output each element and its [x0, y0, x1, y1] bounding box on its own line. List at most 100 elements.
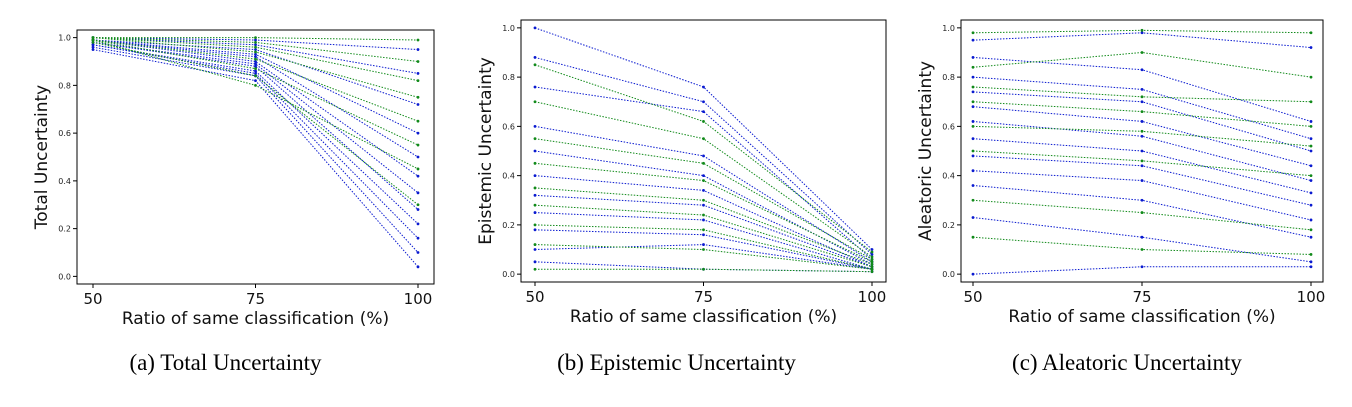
data-point — [1140, 68, 1144, 72]
data-point — [702, 267, 705, 271]
data-point — [1140, 110, 1144, 113]
data-point — [971, 235, 975, 239]
series-line-17 — [534, 224, 873, 270]
data-point — [91, 43, 95, 47]
data-point — [1309, 253, 1313, 256]
data-point — [1309, 31, 1313, 35]
data-point — [971, 31, 975, 35]
y-tick-label: 0.4 — [502, 172, 515, 181]
data-point — [702, 110, 705, 113]
series-line-1 — [972, 76, 1312, 140]
data-point — [702, 137, 705, 141]
caption-total-uncertainty: (a) Total Uncertainty — [129, 350, 322, 375]
data-point — [533, 100, 537, 104]
data-point — [702, 218, 705, 222]
data-point — [870, 257, 874, 261]
data-point — [1309, 260, 1313, 264]
data-point — [254, 52, 257, 56]
data-point — [254, 69, 257, 73]
data-point — [1309, 191, 1313, 195]
data-point — [416, 236, 420, 240]
data-point — [416, 79, 420, 82]
data-point — [254, 74, 257, 78]
data-point — [971, 169, 975, 173]
data-point — [416, 167, 420, 171]
caption-aleatoric-uncertainty: (c) Aleatoric Uncertainty — [1012, 350, 1242, 375]
x-tick-label: 75 — [246, 290, 265, 308]
data-point — [533, 267, 537, 271]
data-point — [870, 248, 874, 251]
data-point — [91, 36, 95, 40]
data-point — [702, 203, 705, 207]
data-point — [1140, 120, 1144, 123]
data-point — [416, 191, 420, 195]
data-point — [1140, 129, 1144, 133]
series-line-13 — [972, 51, 1312, 78]
data-point — [416, 143, 420, 147]
data-point — [1140, 88, 1144, 91]
y-tick-label: 0.4 — [942, 172, 955, 181]
series-line-12 — [534, 101, 873, 258]
data-point — [870, 265, 874, 269]
data-point — [702, 243, 705, 246]
data-point — [702, 233, 705, 237]
data-point — [1140, 149, 1144, 153]
data-point — [254, 83, 257, 87]
epistemic-uncertainty-panel: 0.0 0.2 0.4 0.6 0.8 1.0 50 75 100 Ratio of same c… — [451, 0, 902, 407]
x-axis-label: Ratio of same classification (%) — [122, 309, 389, 329]
data-point — [254, 79, 257, 82]
data-point — [971, 216, 975, 219]
data-point — [971, 154, 975, 158]
data-point — [416, 48, 420, 51]
series-line-17 — [972, 150, 1312, 177]
data-point — [416, 119, 420, 123]
data-point — [533, 161, 537, 165]
series-line-1 — [92, 46, 419, 253]
data-point — [416, 131, 420, 135]
data-point — [254, 55, 257, 59]
total-uncertainty-chart: 0.0 0.2 0.4 0.6 0.8 1.0 50 75 100 Ratio of same c… — [32, 29, 435, 329]
series-line-4 — [972, 120, 1312, 182]
series-line-6 — [92, 39, 419, 177]
data-point — [870, 262, 874, 266]
x-tick-label: 100 — [404, 290, 433, 308]
data-point — [1140, 51, 1144, 54]
data-point — [416, 265, 420, 269]
total-uncertainty-panel: 0.0 0.2 0.4 0.6 0.8 1.0 50 75 100 Ratio of same c… — [0, 0, 451, 407]
y-tick-label: 0.0 — [58, 272, 71, 281]
x-tick-label: 100 — [858, 288, 887, 306]
data-point — [91, 48, 95, 51]
data-point — [533, 248, 537, 251]
data-point — [254, 72, 257, 75]
data-point — [870, 267, 874, 271]
data-point — [254, 57, 257, 61]
data-point — [1309, 235, 1313, 239]
data-point — [254, 40, 257, 44]
data-point — [1309, 203, 1313, 207]
x-tick-label: 50 — [963, 288, 982, 306]
data-point — [416, 251, 420, 254]
x-tick-label: 100 — [1297, 288, 1326, 306]
y-tick-label: 0.4 — [58, 177, 71, 186]
data-point — [533, 223, 537, 227]
y-tick-label: 0.8 — [502, 73, 515, 82]
data-point — [1309, 124, 1313, 128]
series-line-11 — [972, 32, 1312, 49]
data-point — [1309, 46, 1313, 49]
data-point — [971, 184, 975, 187]
data-point — [1309, 100, 1313, 104]
data-point — [1140, 198, 1144, 202]
data-point — [91, 38, 95, 42]
data-point — [254, 50, 257, 54]
x-axis-label: Ratio of same classification (%) — [1008, 307, 1275, 327]
data-point — [416, 155, 420, 159]
data-point — [971, 85, 975, 89]
y-tick-label: 0.6 — [942, 122, 955, 131]
data-point — [533, 137, 537, 141]
data-point — [870, 270, 874, 274]
data-point — [702, 213, 705, 217]
data-point — [91, 40, 95, 44]
series-line-18 — [972, 199, 1312, 231]
y-tick-label: 0.2 — [942, 221, 955, 230]
data-point — [1309, 174, 1313, 178]
